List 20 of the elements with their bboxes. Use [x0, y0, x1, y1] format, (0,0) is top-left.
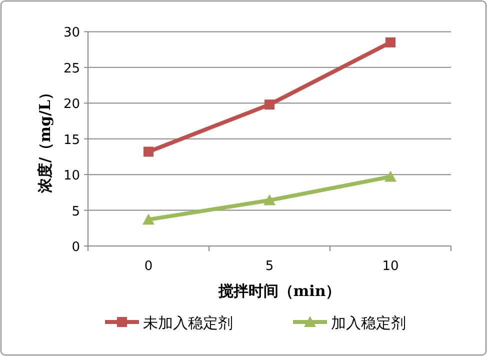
y-tick-label: 25 [63, 61, 80, 76]
y-axis-title: 浓度/（mg/L） [36, 84, 54, 194]
point [264, 194, 276, 206]
y-tick-label: 5 [72, 204, 80, 220]
point [386, 37, 396, 48]
x-tick-label: 5 [265, 259, 274, 274]
legend-label: 加入稳定剂 [331, 314, 406, 332]
point [142, 214, 154, 225]
y-tick-label: 15 [63, 132, 80, 148]
x-tick-label: 0 [144, 259, 153, 274]
y-tick-label: 30 [63, 26, 80, 41]
y-tick-label: 10 [63, 168, 80, 184]
point [264, 100, 274, 110]
point [144, 146, 154, 157]
x-axis-title: 搅拌时间（min） [217, 282, 341, 300]
legend-label: 未加入稳定剂 [143, 314, 233, 332]
y-tick-label: 20 [63, 97, 80, 112]
x-tick-label: 10 [382, 259, 399, 274]
y-tick-label: 0 [72, 240, 80, 255]
point [384, 170, 396, 182]
